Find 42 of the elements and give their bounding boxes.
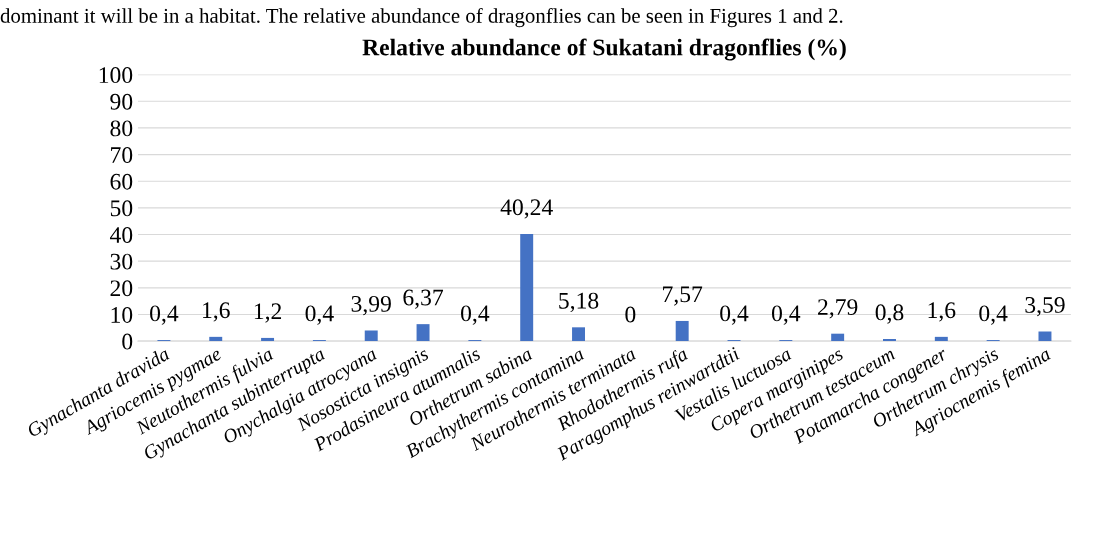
data-label: 2,79 <box>818 299 858 319</box>
data-label: 3,99 <box>351 295 391 316</box>
bar <box>416 324 430 342</box>
data-label: 3,59 <box>1025 297 1065 317</box>
bar <box>675 320 689 342</box>
y-tick-label: 80 <box>110 120 133 137</box>
y-tick-label: 30 <box>110 253 133 270</box>
data-label: 5,18 <box>559 292 599 313</box>
data-label: 1,6 <box>928 302 956 322</box>
data-label: 1,2 <box>254 303 282 323</box>
data-label: 0,4 <box>771 305 801 325</box>
y-tick-label: 40 <box>109 227 133 243</box>
chart-title: Relative abundance of Sukatani dragonflies (%) <box>362 38 846 61</box>
y-tick-label: 0 <box>122 333 133 350</box>
bar <box>364 330 378 342</box>
data-label: 0,4 <box>720 305 749 325</box>
bar <box>883 338 896 342</box>
data-label: 0,4 <box>979 305 1008 325</box>
y-tick-label: 90 <box>110 93 133 110</box>
bar <box>831 333 845 342</box>
y-tick-label: 100 <box>99 67 133 84</box>
y-tick-label: 50 <box>110 200 133 217</box>
y-tick-label: 10 <box>111 306 133 323</box>
bar <box>572 327 585 342</box>
data-label: 0,4 <box>305 305 334 325</box>
bar <box>261 337 275 342</box>
data-label: 0 <box>625 306 636 323</box>
bar <box>1038 331 1052 342</box>
y-tick-label: 60 <box>110 173 133 190</box>
data-label: 0,4 <box>150 305 179 325</box>
data-label: 6,37 <box>403 289 444 309</box>
data-label: 0,8 <box>875 304 904 324</box>
bar <box>520 233 534 342</box>
y-tick-label: 70 <box>111 147 133 163</box>
data-label: 7,57 <box>663 286 703 306</box>
text: dominant it will be in a habitat. The relative abundance of dragonflies can be seen in Figures 1 and 2. <box>0 7 843 28</box>
bar <box>209 336 223 342</box>
bar <box>934 336 948 342</box>
data-label: 40,24 <box>500 199 553 219</box>
data-label: 0,4 <box>461 305 490 325</box>
data-label: 1,6 <box>203 302 230 322</box>
y-tick-label: 20 <box>110 280 133 297</box>
